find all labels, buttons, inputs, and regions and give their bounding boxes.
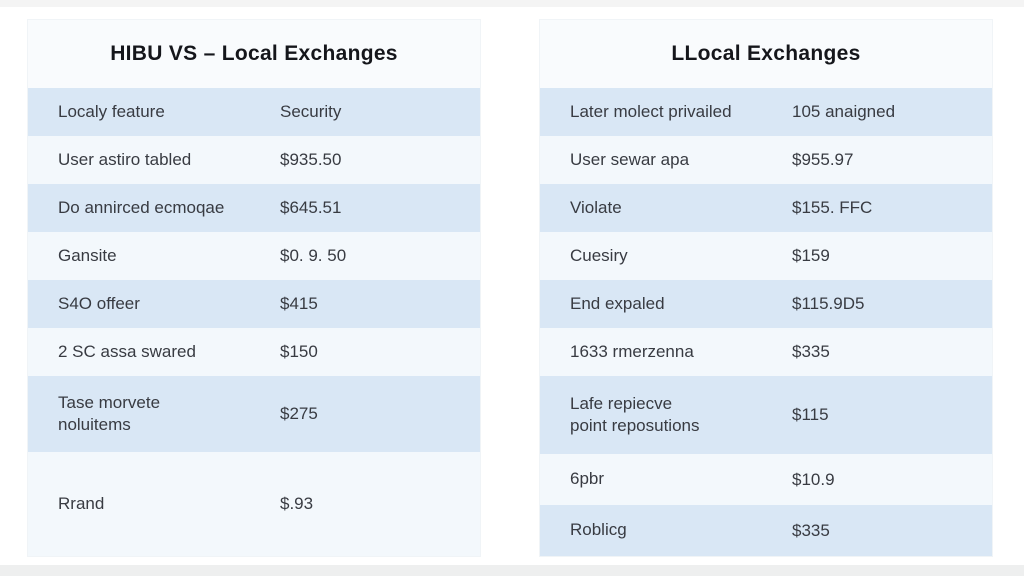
table-row: Cuesiry $159: [540, 232, 992, 280]
row-value: $155. FFC: [792, 198, 873, 217]
row-label-text-line2: noluitems: [58, 415, 131, 434]
row-value: $150: [280, 342, 318, 361]
row-label-text: Tase morvete: [58, 392, 161, 412]
table-row: End expaled $115.9D5: [540, 280, 992, 328]
bottom-edge-strip: [0, 565, 1024, 576]
row-label: Do annirced ecmoqae: [28, 197, 280, 219]
row-value: $645.51: [280, 198, 342, 217]
row-value: $335: [792, 520, 830, 540]
row-label: 6pbr: [540, 468, 792, 490]
comparison-table-right: LLocal Exchanges Later molect privailed …: [540, 20, 992, 556]
row-value: $159: [792, 246, 830, 265]
table-row: Roblicg $335: [540, 505, 992, 556]
row-label-text: End expaled: [570, 293, 665, 313]
row-value: $955.97: [792, 150, 854, 169]
table-row: 2 SC assa swared $150: [28, 328, 480, 376]
row-value: $.93: [280, 494, 314, 513]
row-value: $335: [792, 342, 830, 361]
row-label: Rrand: [28, 493, 280, 515]
table-row: Tase morvete noluitems $275: [28, 376, 480, 452]
row-label: S4O offeer: [28, 293, 280, 315]
row-label-text: S4O offeer: [58, 293, 140, 313]
row-label: 2 SC assa swared: [28, 341, 280, 363]
row-value: $935.50: [280, 150, 342, 169]
table-row: 6pbr $10.9: [540, 454, 992, 505]
table-row: Do annirced ecmoqae $645.51: [28, 184, 480, 232]
row-value: 105 anaigned: [792, 102, 896, 121]
row-label: End expaled: [540, 293, 792, 315]
row-label-text: User sewar apa: [570, 149, 690, 169]
table-row: Lafe repiecve point reposutions $115: [540, 376, 992, 454]
comparison-table-left: HIBU VS – Local Exchanges Localy feature…: [28, 20, 480, 556]
table-row: 1633 rmerzenna $335: [540, 328, 992, 376]
row-value: $415: [280, 294, 318, 313]
row-label-text: User astiro tabled: [58, 149, 192, 169]
row-label-text: 1633 rmerzenna: [570, 341, 694, 361]
table-row: Rrand $.93: [28, 452, 480, 556]
table-row: Violate $155. FFC: [540, 184, 992, 232]
row-value: $0. 9. 50: [280, 246, 347, 265]
row-label-text: 2 SC assa swared: [58, 341, 196, 361]
table-row: S4O offeer $415: [28, 280, 480, 328]
row-label: Lafe repiecve point reposutions: [540, 393, 792, 437]
table-row: Later molect privailed 105 anaigned: [540, 88, 992, 136]
row-label: Roblicg: [540, 519, 792, 541]
row-label: Later molect privailed: [540, 101, 792, 123]
row-label: Violate: [540, 197, 792, 219]
row-label: Localy feature: [28, 101, 280, 123]
table-row: Localy feature Security: [28, 88, 480, 136]
top-edge-strip: [0, 0, 1024, 7]
row-label-text: Do annirced ecmoqae: [58, 197, 225, 217]
row-label: Cuesiry: [540, 245, 792, 267]
row-label: Tase morvete noluitems: [28, 392, 280, 436]
row-label-text: Gansite: [58, 245, 117, 265]
table-row: User sewar apa $955.97: [540, 136, 992, 184]
row-label-text: Later molect privailed: [570, 101, 732, 121]
row-value: $10.9: [792, 469, 835, 489]
row-label-text: Violate: [570, 197, 622, 217]
row-label: User astiro tabled: [28, 149, 280, 171]
row-label: Gansite: [28, 245, 280, 267]
table-title: LLocal Exchanges: [671, 42, 861, 65]
row-label-text: Rrand: [58, 493, 105, 513]
table-row: Gansite $0. 9. 50: [28, 232, 480, 280]
row-value: $275: [280, 404, 318, 423]
table-title: HIBU VS – Local Exchanges: [110, 42, 398, 65]
row-label-text: Lafe repiecve: [570, 393, 673, 413]
row-label: 1633 rmerzenna: [540, 341, 792, 363]
row-label-text: Cuesiry: [570, 245, 628, 265]
table-row: User astiro tabled $935.50: [28, 136, 480, 184]
row-value: $115.9D5: [792, 294, 865, 313]
row-label: User sewar apa: [540, 149, 792, 171]
row-value: Security: [280, 102, 342, 121]
row-label-text: Localy feature: [58, 101, 165, 121]
row-label-text-line2: point reposutions: [570, 416, 700, 435]
row-label-text: Roblicg: [570, 520, 627, 540]
row-label-text: 6pbr: [570, 469, 605, 489]
row-value: $115: [792, 405, 829, 424]
